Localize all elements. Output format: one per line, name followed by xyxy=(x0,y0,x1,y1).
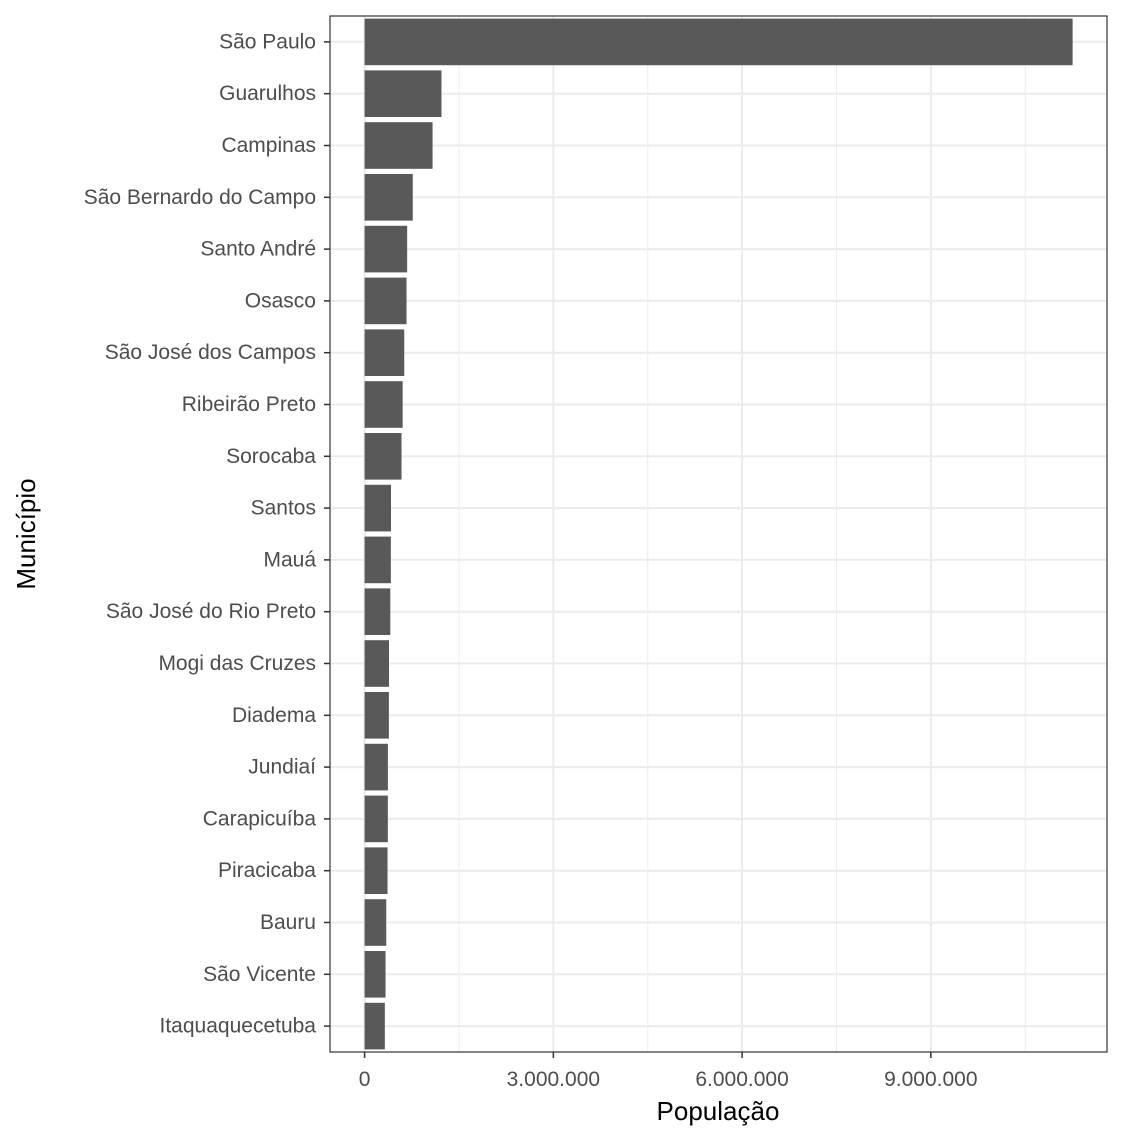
y-tick-label: Bauru xyxy=(260,911,316,934)
panel-border xyxy=(329,15,1108,1053)
bar xyxy=(364,70,442,118)
bar xyxy=(364,173,413,221)
y-tick-label: São José dos Campos xyxy=(105,341,316,364)
bar xyxy=(364,536,391,584)
y-tick-label: Campinas xyxy=(221,134,316,157)
y-axis: São Paulo Guarulhos Campinas São Bernardo d… xyxy=(84,30,330,1038)
y-tick-label: Ribeirão Preto xyxy=(182,393,316,416)
x-axis-title: População xyxy=(657,1096,780,1126)
y-tick-label: Mauá xyxy=(263,548,316,571)
y-tick-label: São Bernardo do Campo xyxy=(84,186,316,209)
bar xyxy=(364,588,391,636)
x-tick-label: 9.000.000 xyxy=(884,1068,977,1091)
grid-lines xyxy=(330,16,1107,1052)
bar xyxy=(364,484,391,532)
y-tick-label: São Vicente xyxy=(203,963,316,986)
y-tick-label: Santo André xyxy=(200,238,316,261)
y-tick-label: Osasco xyxy=(245,289,316,312)
bar xyxy=(364,432,402,480)
bar xyxy=(364,640,390,687)
y-tick-label: Piracicaba xyxy=(218,859,316,882)
bar xyxy=(364,381,403,428)
y-tick-label: Guarulhos xyxy=(219,82,316,105)
y-tick-label: Carapicuíba xyxy=(203,807,317,830)
bar xyxy=(364,329,405,377)
bars xyxy=(364,18,1073,1050)
bar xyxy=(364,899,387,946)
y-tick-label: Diadema xyxy=(232,704,316,727)
y-tick-label: São Paulo xyxy=(219,30,316,53)
y-tick-label: São José do Rio Preto xyxy=(106,600,316,623)
panel-background xyxy=(330,16,1107,1052)
bar xyxy=(364,1002,385,1050)
x-tick-label: 0 xyxy=(359,1068,371,1091)
bar xyxy=(364,18,1073,66)
y-tick-label: Mogi das Cruzes xyxy=(158,652,316,675)
bar xyxy=(364,743,388,791)
bar xyxy=(364,277,407,325)
x-tick-label: 3.000.000 xyxy=(507,1068,600,1091)
y-tick-label: Itaquaquecetuba xyxy=(160,1015,317,1038)
y-axis-title: Município xyxy=(11,478,41,589)
y-tick-label: Sorocaba xyxy=(226,445,316,468)
bar xyxy=(364,847,388,895)
bar xyxy=(364,795,388,843)
x-tick-label: 6.000.000 xyxy=(695,1068,788,1091)
x-axis: 0 3.000.000 6.000.000 9.000.000 xyxy=(359,1052,978,1091)
bar xyxy=(364,950,386,998)
y-tick-label: Jundiaí xyxy=(248,756,316,779)
bar xyxy=(364,691,389,739)
bar xyxy=(364,122,433,169)
bar xyxy=(364,225,408,273)
y-tick-label: Santos xyxy=(251,497,316,520)
